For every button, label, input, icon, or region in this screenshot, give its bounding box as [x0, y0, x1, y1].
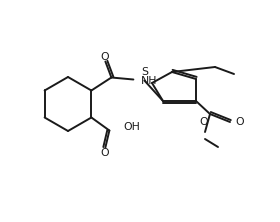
Text: OH: OH	[123, 123, 140, 133]
Text: O: O	[100, 52, 109, 61]
Text: NH: NH	[140, 75, 157, 85]
Text: O: O	[235, 117, 244, 127]
Text: O: O	[100, 147, 109, 157]
Text: S: S	[141, 67, 148, 77]
Text: O: O	[200, 117, 208, 127]
